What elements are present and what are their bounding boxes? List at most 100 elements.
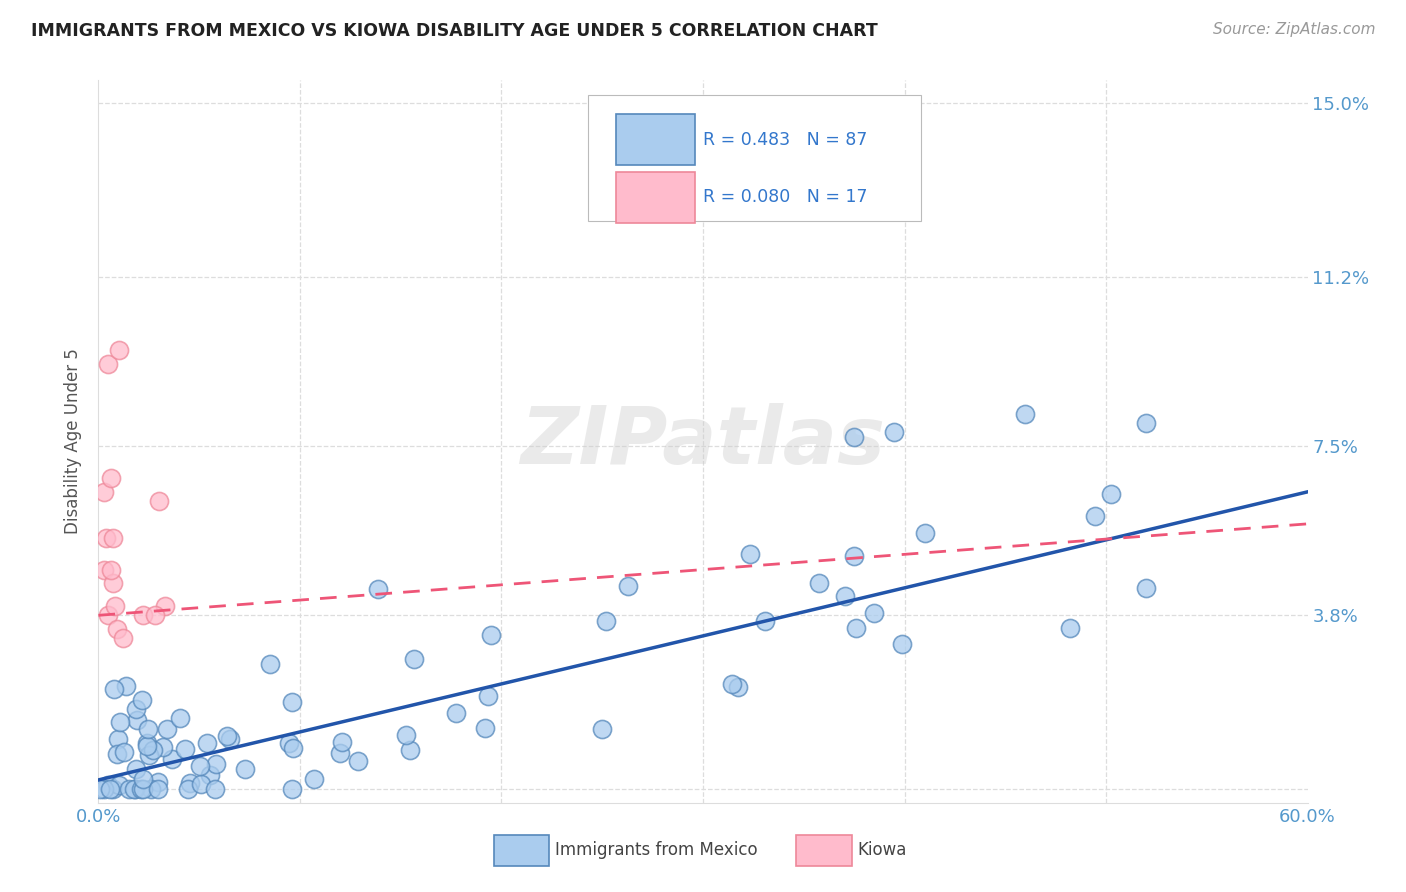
Point	[153, 599, 176, 614]
Point	[97, 357, 120, 371]
Point	[329, 746, 352, 760]
Point	[118, 782, 141, 797]
Point	[330, 735, 353, 749]
Text: R = 0.080   N = 17: R = 0.080 N = 17	[703, 188, 868, 206]
Point	[122, 782, 145, 797]
Point	[131, 692, 153, 706]
Text: Immigrants from Mexico: Immigrants from Mexico	[555, 841, 758, 860]
Point	[98, 782, 121, 797]
Point	[1084, 509, 1107, 524]
Point	[217, 729, 239, 743]
Point	[146, 774, 169, 789]
Point	[142, 742, 165, 756]
Point	[173, 742, 195, 756]
Point	[125, 702, 148, 716]
Text: Source: ZipAtlas.com: Source: ZipAtlas.com	[1212, 22, 1375, 37]
Point	[146, 782, 169, 797]
Point	[89, 782, 111, 797]
Point	[108, 715, 131, 730]
Point	[107, 343, 129, 357]
Point	[131, 782, 153, 797]
Point	[143, 608, 166, 623]
Point	[195, 736, 218, 750]
Point	[131, 782, 153, 797]
Point	[727, 680, 749, 694]
Point	[914, 526, 936, 541]
Point	[105, 622, 128, 636]
Point	[756, 187, 779, 202]
Point	[1135, 416, 1157, 430]
Point	[479, 627, 502, 641]
Point	[97, 777, 120, 791]
Text: Kiowa: Kiowa	[858, 841, 907, 860]
Point	[218, 732, 240, 747]
Point	[105, 747, 128, 761]
Point	[754, 614, 776, 628]
Point	[200, 767, 222, 781]
Point	[394, 728, 416, 742]
Point	[111, 631, 134, 645]
Point	[179, 776, 201, 790]
Point	[883, 425, 905, 440]
Point	[107, 731, 129, 746]
FancyBboxPatch shape	[796, 835, 852, 866]
Point	[281, 695, 304, 709]
Point	[93, 563, 115, 577]
Point	[1099, 487, 1122, 501]
Point	[804, 183, 827, 197]
Point	[834, 589, 856, 603]
Point	[162, 752, 184, 766]
Point	[152, 740, 174, 755]
Point	[101, 782, 124, 797]
FancyBboxPatch shape	[494, 835, 550, 866]
Point	[844, 430, 866, 444]
Point	[862, 606, 884, 620]
Point	[136, 739, 159, 753]
Point	[738, 547, 761, 561]
Point	[148, 494, 170, 508]
Point	[139, 782, 162, 797]
Point	[474, 721, 496, 735]
Point	[125, 762, 148, 776]
Text: R = 0.483   N = 87: R = 0.483 N = 87	[703, 130, 868, 149]
Point	[845, 621, 868, 635]
Point	[844, 549, 866, 564]
Point	[591, 722, 613, 736]
Point	[188, 759, 211, 773]
Point	[190, 776, 212, 790]
FancyBboxPatch shape	[588, 95, 921, 221]
Point	[156, 722, 179, 736]
Point	[93, 484, 115, 499]
Point	[595, 615, 617, 629]
Point	[890, 637, 912, 651]
Point	[135, 735, 157, 749]
Point	[97, 608, 120, 623]
Point	[617, 579, 640, 593]
Point	[720, 677, 742, 691]
Point	[101, 576, 124, 591]
Point	[114, 745, 136, 759]
FancyBboxPatch shape	[616, 172, 695, 223]
Point	[346, 754, 368, 768]
Point	[398, 742, 420, 756]
Point	[107, 777, 129, 791]
Point	[103, 681, 125, 696]
Point	[204, 782, 226, 797]
Point	[281, 741, 304, 756]
Point	[278, 736, 301, 750]
Point	[444, 706, 467, 720]
Point	[103, 599, 125, 614]
Point	[136, 722, 159, 736]
Point	[1059, 620, 1081, 634]
Text: ZIPatlas: ZIPatlas	[520, 402, 886, 481]
Point	[114, 679, 136, 693]
Point	[101, 531, 124, 545]
Point	[132, 772, 155, 786]
Point	[259, 657, 281, 672]
Point	[233, 762, 256, 776]
Point	[808, 575, 831, 590]
Point	[205, 756, 228, 771]
Point	[477, 690, 499, 704]
FancyBboxPatch shape	[616, 114, 695, 165]
Point	[281, 782, 304, 797]
